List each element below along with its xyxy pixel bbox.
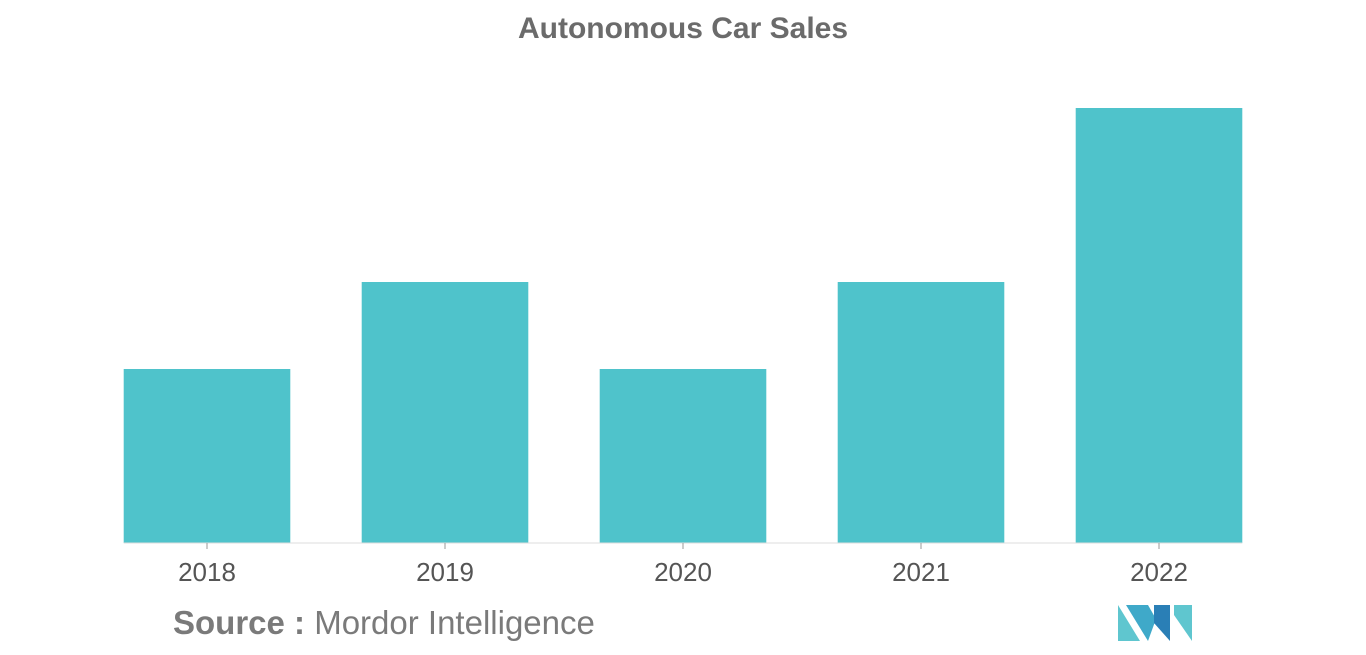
bar-2019 [361,282,529,543]
bar-2022 [1075,108,1243,543]
source-value: Mordor Intelligence [314,604,595,641]
ticks-group [206,543,1160,549]
mordor-intelligence-logo-icon [1118,605,1192,641]
x-tick-label-2018: 2018 [178,557,236,587]
x-tick-label-2020: 2020 [654,557,712,587]
x-tick-label-2022: 2022 [1130,557,1188,587]
x-tick-label-2021: 2021 [892,557,950,587]
bars-group [123,108,1243,543]
bar-chart: 2018 2019 2020 2021 2022 [123,108,1243,587]
source-label: Source : [173,604,306,641]
tick-labels-group: 2018 2019 2020 2021 2022 [178,557,1188,587]
chart-title: Autonomous Car Sales [517,12,849,45]
bar-2021 [837,282,1005,543]
bar-2020 [599,369,767,543]
bar-2018 [123,369,291,543]
x-tick-label-2019: 2019 [416,557,474,587]
source-note: Source : Mordor Intelligence [173,604,595,642]
